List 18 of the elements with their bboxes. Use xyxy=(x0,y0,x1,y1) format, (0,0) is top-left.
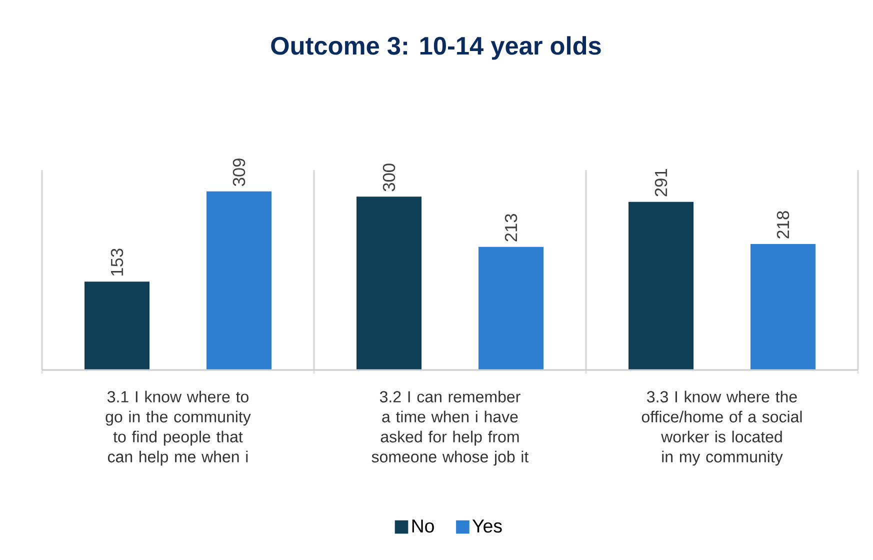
x-tick-label: 3.3 I know where the office/home of a social worker is located in my community xyxy=(642,390,802,466)
data-label: 218 xyxy=(776,211,790,238)
chart-title: Outcome 3: 10-14 year olds xyxy=(271,36,601,60)
bar xyxy=(84,282,150,370)
data-label: 153 xyxy=(110,248,124,276)
bar xyxy=(356,196,422,370)
bar xyxy=(206,191,272,370)
legend-label: No xyxy=(412,520,434,533)
bar xyxy=(750,244,816,370)
data-label: 291 xyxy=(654,169,668,196)
x-tick-label: 3.1 I know where to go in the community to find people that can help me when i xyxy=(106,390,251,466)
bar xyxy=(478,246,544,370)
x-tick-label: 3.2 I can remember a time when i have asked for help from someone whose job it xyxy=(372,390,529,466)
data-label: 213 xyxy=(504,214,518,242)
data-label: 300 xyxy=(382,164,396,192)
data-label: 309 xyxy=(232,158,246,186)
legend-label: Yes xyxy=(472,520,502,533)
bar xyxy=(628,202,694,370)
